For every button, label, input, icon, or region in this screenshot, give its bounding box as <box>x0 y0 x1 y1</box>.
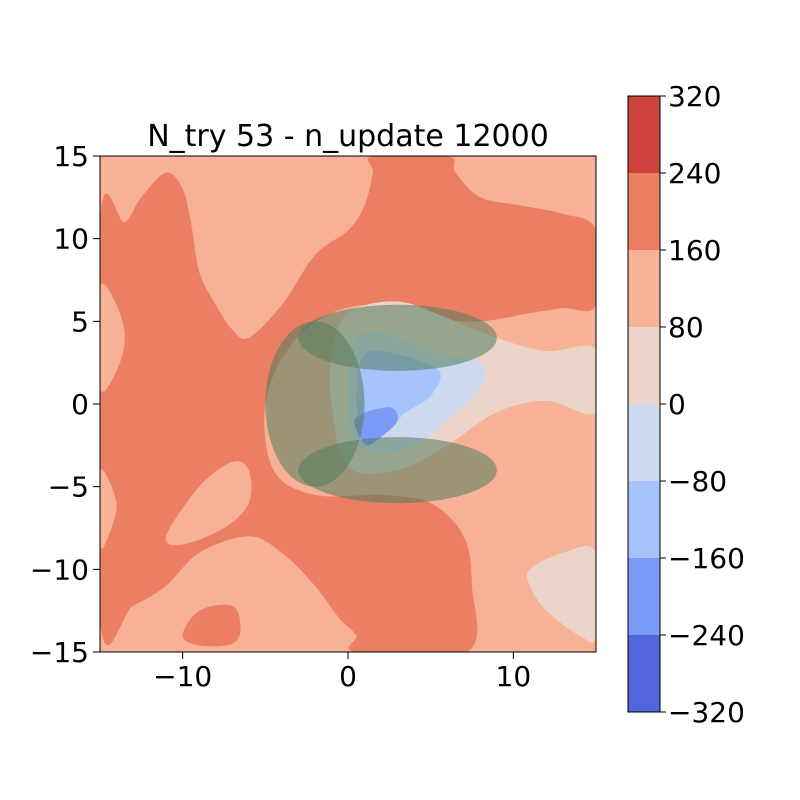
x-axis: −10 0 10 <box>153 652 531 693</box>
colorbar-tick-label: −80 <box>668 465 727 498</box>
chart-title: N_try 53 - n_update 12000 <box>147 119 549 154</box>
colorbar-tick-label: 80 <box>668 311 704 344</box>
contour-region <box>354 407 398 446</box>
colorbar-tick-label: 240 <box>668 157 721 190</box>
colorbar-band <box>628 96 660 173</box>
y-tick-label: 0 <box>71 388 89 421</box>
colorbar: −320 −240 −160 −80 0 80 160 240 320 <box>627 80 745 729</box>
y-tick-label: 10 <box>53 223 89 256</box>
y-tick-label: 5 <box>71 305 89 338</box>
y-tick-label: −15 <box>30 636 89 669</box>
colorbar-tick-label: 0 <box>668 388 686 421</box>
colorbar-tick-label: 160 <box>668 234 721 267</box>
colorbar-band <box>628 404 660 481</box>
contour-region <box>182 604 241 647</box>
obstacle-ellipse <box>298 304 497 371</box>
contour-region <box>100 283 125 392</box>
colorbar-band <box>628 635 660 712</box>
contour-region <box>100 469 117 549</box>
y-tick-label: −5 <box>48 471 89 504</box>
colorbar-band <box>628 173 660 250</box>
colorbar-band <box>628 327 660 404</box>
colorbar-band <box>628 558 660 635</box>
x-tick-label: 10 <box>496 660 532 693</box>
x-tick-label: −10 <box>153 660 212 693</box>
colorbar-tick-label: −160 <box>668 542 745 575</box>
colorbar-tick-label: −240 <box>668 619 745 652</box>
plot-area <box>100 156 596 652</box>
obstacle-ellipses <box>265 304 497 504</box>
y-tick-label: −10 <box>30 553 89 586</box>
contour-region <box>526 545 596 643</box>
x-tick-label: 0 <box>339 660 357 693</box>
y-axis: −15 −10 −5 0 5 10 15 <box>30 140 100 669</box>
y-tick-label: 15 <box>53 140 89 173</box>
obstacle-ellipse <box>298 437 497 504</box>
colorbar-tick-label: −320 <box>668 696 745 729</box>
colorbar-band <box>628 481 660 558</box>
colorbar-tick-label: 320 <box>668 80 721 113</box>
contour-region <box>165 461 252 546</box>
colorbar-band <box>628 250 660 327</box>
